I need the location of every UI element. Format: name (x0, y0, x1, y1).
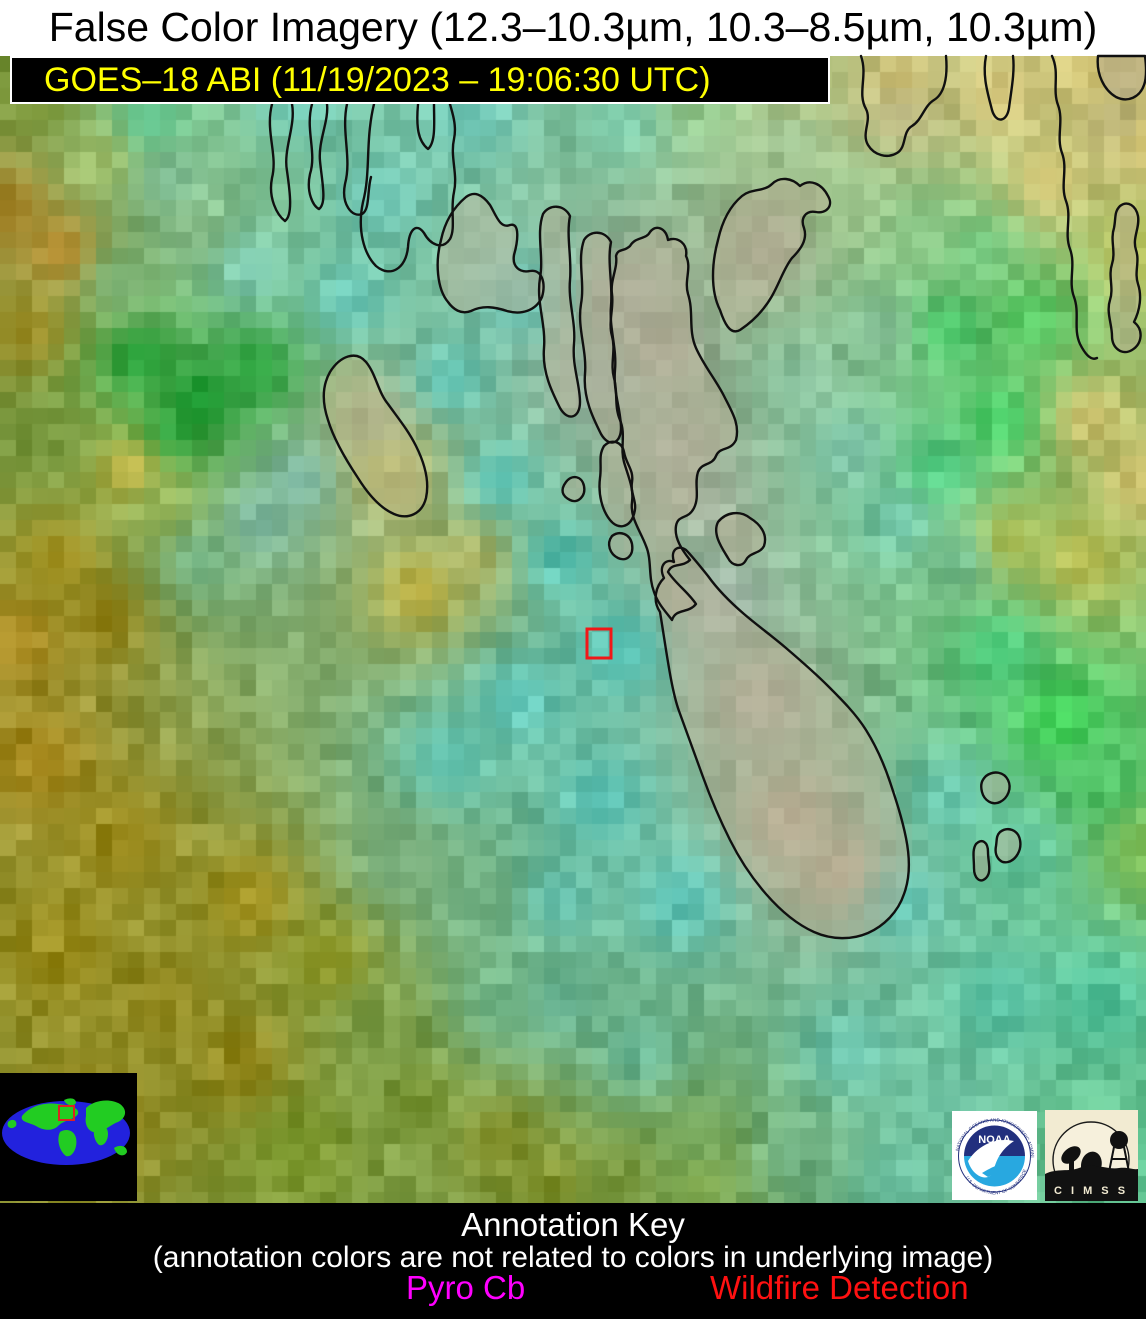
inset-continent-0 (21, 1103, 79, 1130)
inset-continents (7, 1098, 127, 1157)
satellite-imagery (0, 56, 1146, 1203)
page-title: False Color Imagery (12.3–10.3µm, 10.3–8… (48, 4, 1098, 50)
noaa-wordmark: NOAA (978, 1134, 1010, 1146)
inset-continent-6 (7, 1119, 17, 1129)
inset-continent-5 (114, 1145, 127, 1156)
pyrocb-legend-label: Pyro Cb (406, 1269, 526, 1306)
cimss-logo-icon: C I M S S (1045, 1110, 1138, 1201)
cimss-ground-silhouette (1045, 1165, 1138, 1201)
world-locator-inset (0, 1073, 137, 1201)
cimss-water-tower-legs (1108, 1146, 1130, 1173)
annotation-key-heading: Annotation Key (461, 1206, 685, 1243)
cimss-dish-mount (1069, 1158, 1074, 1170)
timestamp-banner: GOES–18 ABI (11/19/2023 – 19:06:30 UTC) (10, 56, 830, 104)
cimss-dish-icon (1061, 1146, 1081, 1164)
timestamp-banner-text: GOES–18 ABI (11/19/2023 – 19:06:30 UTC) (44, 60, 711, 99)
cimss-water-tower-tank (1110, 1131, 1128, 1149)
annotation-key-subheading: (annotation colors are not related to co… (152, 1241, 994, 1274)
inset-location-marker (58, 1105, 75, 1121)
cimss-wordmark: C I M S S (1054, 1185, 1128, 1197)
noaa-logo-icon: NOAA NATIONAL OCEANIC AND ATMOSPHERIC AD… (952, 1111, 1037, 1200)
annotation-key-bar: Annotation Key (annotation colors are no… (0, 1203, 1146, 1319)
inset-continent-2 (58, 1130, 77, 1157)
cimss-dome-icon (1081, 1151, 1102, 1170)
noaa-seagull-icon (968, 1139, 1014, 1178)
noaa-emblem-top (964, 1125, 1025, 1156)
inset-continent-1 (64, 1098, 76, 1106)
inset-continent-4 (93, 1125, 108, 1146)
inset-continent-3 (85, 1100, 126, 1133)
wildfire-legend-label: Wildfire Detection (710, 1269, 969, 1306)
noaa-seagull-wing (982, 1161, 1016, 1177)
